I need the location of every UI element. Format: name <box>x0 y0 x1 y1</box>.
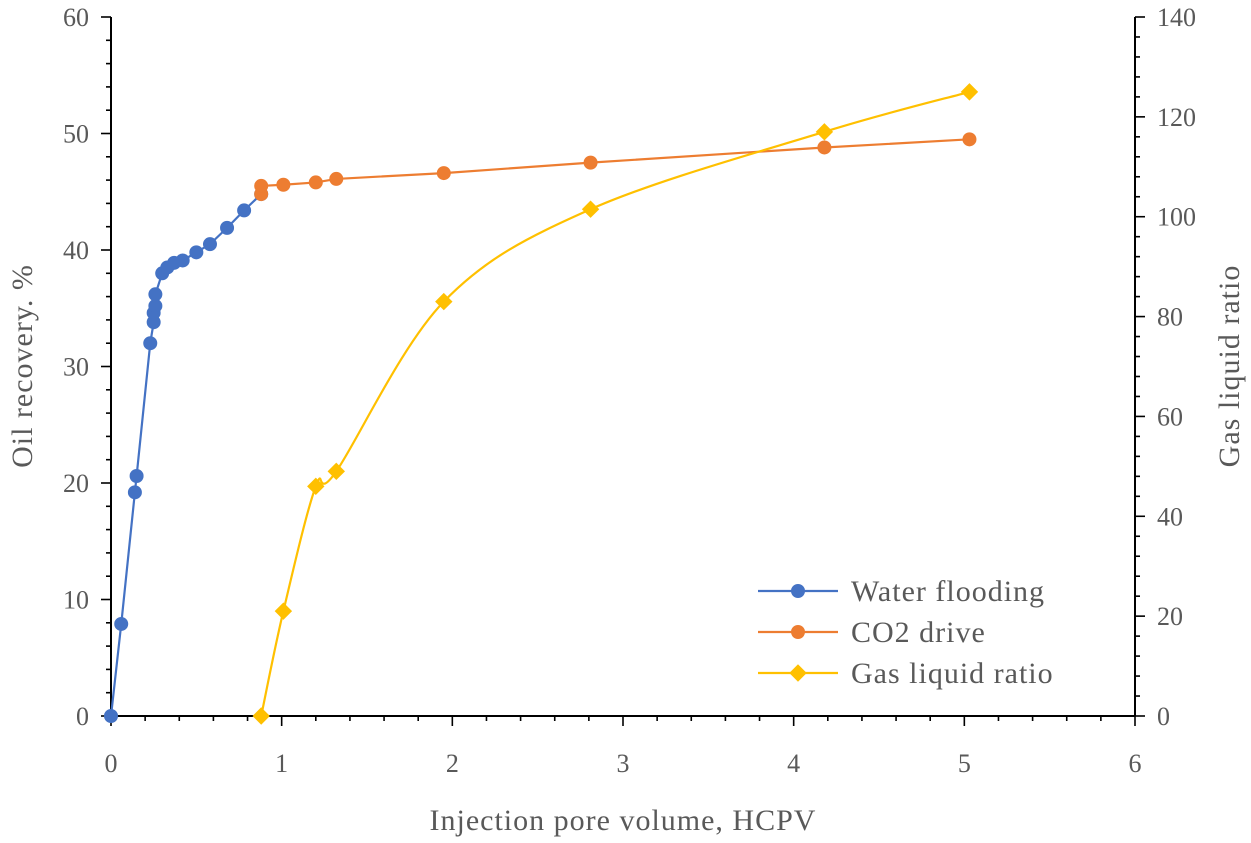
y-tick-label: 0 <box>76 702 89 731</box>
data-point <box>202 237 217 252</box>
y-axis-title: Oil recovery. % <box>6 264 39 468</box>
series-co2-drive <box>254 132 977 202</box>
data-point <box>960 83 979 101</box>
series-line <box>260 138 970 195</box>
legend-label: CO2 drive <box>851 616 986 649</box>
data-point <box>252 707 270 725</box>
data-point <box>274 602 293 620</box>
series-gas-liquid-ratio <box>252 83 979 725</box>
data-point <box>237 203 252 218</box>
y-right-ticks: 0 20 40 60 80 100 120 140 <box>1135 3 1196 731</box>
data-point <box>815 123 834 141</box>
legend-item: Gas liquid ratio <box>758 657 1054 690</box>
data-point <box>276 177 291 192</box>
data-point <box>581 200 600 218</box>
y2-tick-label: 40 <box>1157 502 1183 531</box>
data-point <box>962 132 977 147</box>
x-tick-label: 0 <box>105 749 118 778</box>
data-point <box>329 171 344 186</box>
x-tick-label: 6 <box>1129 749 1142 778</box>
legend-marker <box>791 584 805 598</box>
x-tick-label: 1 <box>275 749 288 778</box>
x-ticks: 0 1 2 3 4 5 6 <box>105 716 1142 778</box>
data-point <box>817 140 832 155</box>
plot-area <box>110 17 1136 717</box>
series-water-flooding <box>104 187 269 723</box>
y-tick-label: 30 <box>63 353 89 382</box>
y-tick-label: 10 <box>63 586 89 615</box>
y2-tick-label: 0 <box>1157 702 1170 731</box>
data-point <box>127 485 142 500</box>
y-tick-label: 20 <box>63 469 89 498</box>
x-tick-label: 4 <box>787 749 800 778</box>
data-point <box>175 253 190 268</box>
legend: Water flooding CO2 drive Gas liquid ratio <box>758 575 1054 690</box>
data-point <box>254 178 269 193</box>
data-point <box>148 298 163 313</box>
series-line <box>109 193 262 717</box>
data-point <box>308 175 323 190</box>
data-point <box>220 220 235 235</box>
x-tick-label: 5 <box>958 749 971 778</box>
legend-item: Water flooding <box>758 575 1045 608</box>
y2-tick-label: 80 <box>1157 303 1183 332</box>
y2-tick-label: 100 <box>1157 203 1196 232</box>
data-point <box>307 477 325 496</box>
data-point <box>114 616 129 631</box>
y2-tick-label: 140 <box>1157 3 1196 32</box>
data-point <box>435 292 453 311</box>
y2-tick-label: 60 <box>1157 402 1183 431</box>
x-tick-label: 2 <box>446 749 459 778</box>
legend-marker <box>789 664 807 682</box>
data-point <box>436 166 451 181</box>
legend-item: CO2 drive <box>758 616 986 649</box>
legend-marker <box>791 625 805 639</box>
y2-axis-title: Gas liquid ratio <box>1213 265 1246 468</box>
data-point <box>327 462 345 481</box>
data-point <box>189 245 204 260</box>
y2-tick-label: 120 <box>1157 103 1196 132</box>
data-point <box>583 155 598 170</box>
x-axis-title: Injection pore volume, HCPV <box>430 804 817 837</box>
data-point <box>129 469 144 484</box>
y-tick-label: 50 <box>63 120 89 149</box>
y2-tick-label: 20 <box>1157 602 1183 631</box>
series-line <box>260 90 970 717</box>
data-point <box>143 336 158 351</box>
data-point <box>148 287 163 302</box>
data-point <box>104 709 118 723</box>
x-tick-label: 3 <box>617 749 630 778</box>
y-tick-label: 40 <box>63 236 89 265</box>
legend-label: Water flooding <box>851 575 1045 608</box>
y-tick-label: 60 <box>63 3 89 32</box>
y-left-ticks: 0 10 20 30 40 50 60 <box>63 3 111 731</box>
legend-label: Gas liquid ratio <box>851 657 1054 690</box>
series-layer <box>104 83 979 725</box>
